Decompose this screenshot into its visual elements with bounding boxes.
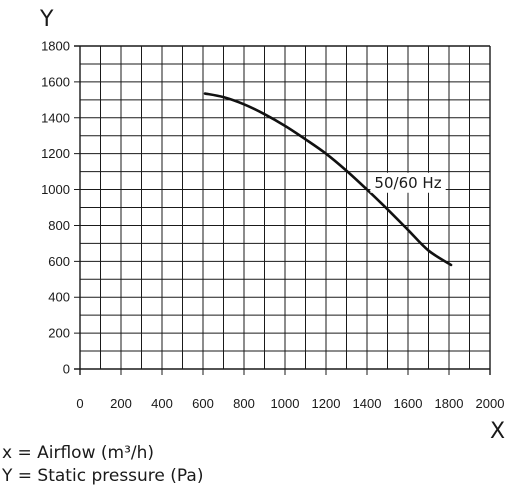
- x-tick-label: 1800: [435, 396, 464, 411]
- x-tick-label: 0: [76, 396, 83, 411]
- tick-labels: 0 200 400 600 800 1000 1200 1400 1600 1800 2000 0 20…: [41, 39, 504, 412]
- y-tick-label: 1200: [41, 146, 70, 161]
- chart: 0 200 400 600 800 1000 1200 1400 1600 1800 2000 0 20…: [39, 7, 505, 440]
- x-tick-label: 800: [233, 396, 255, 411]
- x-tick-label: 1000: [271, 396, 300, 411]
- x-tick-label: 1200: [312, 396, 341, 411]
- x-tick-label: 400: [151, 396, 173, 411]
- x-tick-label: 1400: [353, 396, 382, 411]
- annotation-background: [370, 172, 446, 193]
- series-annotation: 50/60 Hz: [374, 174, 441, 192]
- x-tick-label: 600: [192, 396, 214, 411]
- y-axis-letter: Y: [39, 7, 54, 32]
- x-tick-label: 1600: [394, 396, 423, 411]
- y-tick-label: 1600: [41, 74, 70, 89]
- x-tick-label: 2000: [476, 396, 505, 411]
- x-axis-description: x = Airflow (m³/h): [2, 443, 155, 463]
- y-tick-label: 1000: [41, 182, 70, 197]
- y-tick-label: 1400: [41, 110, 70, 125]
- y-tick-label: 200: [48, 326, 70, 341]
- series-line-50-60hz: [203, 92, 453, 267]
- x-axis-letter: X: [490, 419, 505, 440]
- y-tick-label: 800: [48, 218, 70, 233]
- grid: [74, 45, 491, 375]
- y-tick-label: 0: [63, 362, 70, 377]
- y-tick-label: 400: [48, 290, 70, 305]
- y-tick-label: 600: [48, 254, 70, 269]
- y-axis-description: Y = Static pressure (Pa): [2, 466, 204, 486]
- y-tick-label: 1800: [41, 39, 70, 54]
- x-tick-label: 200: [110, 396, 132, 411]
